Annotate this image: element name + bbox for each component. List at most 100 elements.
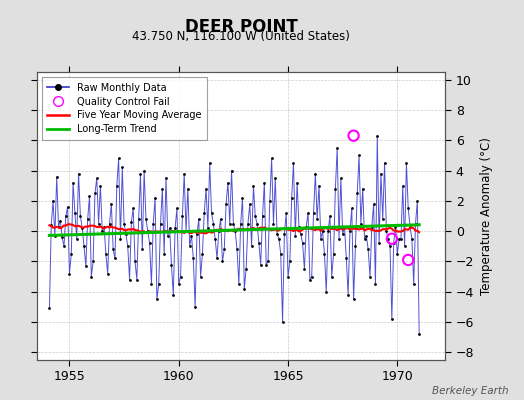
Point xyxy=(255,240,263,246)
Point xyxy=(222,201,230,207)
Point xyxy=(144,228,152,234)
Point xyxy=(304,210,312,216)
Point xyxy=(208,210,216,216)
Point xyxy=(74,170,83,177)
Point xyxy=(253,220,261,227)
Point xyxy=(45,305,53,312)
Point xyxy=(227,167,236,174)
Point xyxy=(204,225,212,231)
Point xyxy=(397,236,405,242)
Point xyxy=(215,228,223,234)
Point xyxy=(83,216,92,222)
Point xyxy=(216,216,225,222)
Point xyxy=(331,186,340,192)
Point xyxy=(410,281,418,288)
Y-axis label: Temperature Anomaly (°C): Temperature Anomaly (°C) xyxy=(480,137,493,295)
Point xyxy=(311,170,320,177)
Point xyxy=(251,213,259,219)
Point xyxy=(52,173,61,180)
Point xyxy=(205,160,214,166)
Point xyxy=(366,274,374,280)
Point xyxy=(47,222,56,228)
Point xyxy=(324,228,332,234)
Point xyxy=(240,286,248,292)
Point xyxy=(122,231,130,237)
Point xyxy=(191,304,199,310)
Point xyxy=(328,274,336,280)
Point xyxy=(196,274,205,280)
Point xyxy=(309,210,318,216)
Point xyxy=(246,201,254,207)
Point xyxy=(194,216,203,222)
Point xyxy=(330,251,338,257)
Point xyxy=(339,231,347,237)
Point xyxy=(411,220,420,227)
Point xyxy=(51,232,59,239)
Text: Berkeley Earth: Berkeley Earth xyxy=(432,386,508,396)
Point xyxy=(375,240,383,246)
Point xyxy=(78,225,86,231)
Point xyxy=(62,213,70,219)
Point xyxy=(302,224,310,230)
Point xyxy=(229,220,237,227)
Point xyxy=(415,331,423,338)
Point xyxy=(202,186,210,192)
Point xyxy=(400,243,409,250)
Point xyxy=(185,243,194,250)
Point xyxy=(151,195,159,201)
Point xyxy=(102,251,110,257)
Point xyxy=(277,251,285,257)
Point xyxy=(135,216,143,222)
Point xyxy=(364,246,373,252)
Point xyxy=(155,281,163,288)
Point xyxy=(402,160,411,166)
Point xyxy=(264,258,272,265)
Point xyxy=(71,210,79,216)
Point xyxy=(127,219,136,225)
Point xyxy=(220,246,228,252)
Point xyxy=(316,236,325,242)
Point xyxy=(377,170,385,177)
Point xyxy=(291,232,300,239)
Point xyxy=(346,228,354,234)
Point xyxy=(156,220,165,227)
Point xyxy=(118,164,126,171)
Point xyxy=(362,232,370,239)
Point xyxy=(289,160,298,166)
Point xyxy=(174,281,183,288)
Point xyxy=(149,220,157,227)
Point xyxy=(284,274,292,280)
Legend: Raw Monthly Data, Quality Control Fail, Five Year Moving Average, Long-Term Tren: Raw Monthly Data, Quality Control Fail, … xyxy=(41,77,207,140)
Point xyxy=(111,255,119,262)
Point xyxy=(350,132,358,139)
Point xyxy=(93,175,101,181)
Point xyxy=(107,201,115,207)
Point xyxy=(225,220,234,227)
Point xyxy=(60,243,68,250)
Point xyxy=(236,220,245,227)
Point xyxy=(384,236,392,242)
Point xyxy=(389,240,398,246)
Point xyxy=(313,216,321,222)
Point xyxy=(58,234,67,240)
Point xyxy=(386,243,394,250)
Point xyxy=(85,193,94,200)
Point xyxy=(211,236,220,242)
Point xyxy=(49,198,57,204)
Point xyxy=(129,205,137,212)
Point xyxy=(262,261,270,268)
Point xyxy=(257,261,265,268)
Point xyxy=(393,251,401,257)
Point xyxy=(167,261,176,268)
Point xyxy=(178,213,187,219)
Point xyxy=(56,217,64,224)
Point xyxy=(244,220,252,227)
Point xyxy=(82,263,90,269)
Point xyxy=(158,186,167,192)
Point xyxy=(233,246,241,252)
Point xyxy=(271,175,279,181)
Point xyxy=(145,240,154,246)
Point xyxy=(273,231,281,237)
Point xyxy=(267,155,276,162)
Point xyxy=(319,228,327,234)
